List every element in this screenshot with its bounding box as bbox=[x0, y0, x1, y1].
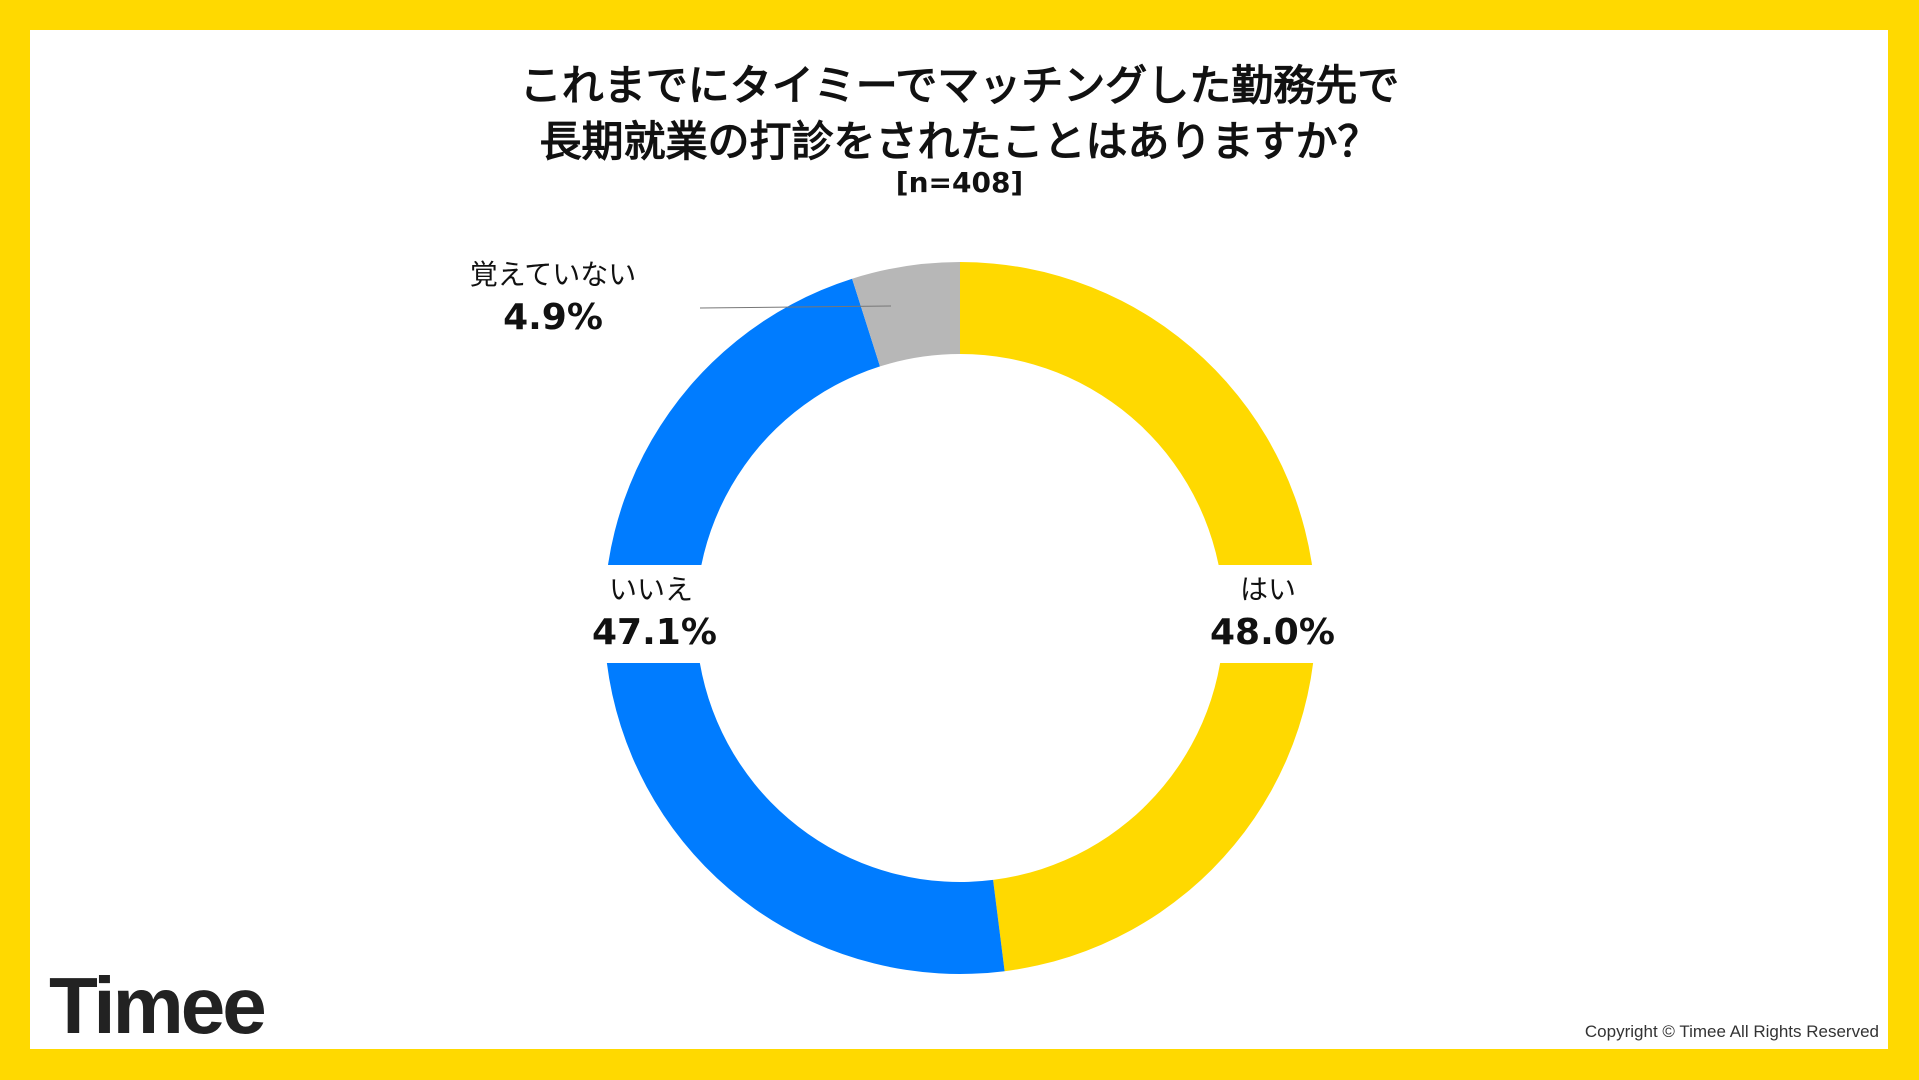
slice-no bbox=[603, 278, 1005, 974]
chart-title-line2: 長期就業の打診をされたことはありますか？ bbox=[539, 117, 1380, 166]
slice-dont-remember bbox=[852, 262, 960, 367]
chart-title-line1: これまでにタイミーでマッチングした勤務先で bbox=[519, 61, 1400, 110]
label-dont-remember: 覚えていない 4.9% bbox=[453, 256, 653, 342]
sample-size: [n=408] bbox=[895, 166, 1024, 199]
label-dont-remember-category: 覚えていない bbox=[469, 258, 637, 291]
slice-yes bbox=[960, 262, 1317, 972]
copyright: Copyright © Timee All Rights Reserved bbox=[1584, 1022, 1879, 1041]
leader-line bbox=[699, 305, 892, 309]
label-yes-category: はい bbox=[1239, 573, 1296, 606]
label-yes: はい 48.0% bbox=[1210, 565, 1335, 663]
label-no: いいえ 47.1% bbox=[592, 565, 717, 663]
label-no-value: 47.1% bbox=[592, 612, 717, 653]
label-yes-value: 48.0% bbox=[1210, 612, 1335, 653]
label-dont-remember-value: 4.9% bbox=[503, 297, 603, 338]
label-no-category: いいえ bbox=[608, 573, 693, 606]
timee-logo: Timee bbox=[49, 961, 267, 1050]
slide-card bbox=[30, 30, 1888, 1049]
